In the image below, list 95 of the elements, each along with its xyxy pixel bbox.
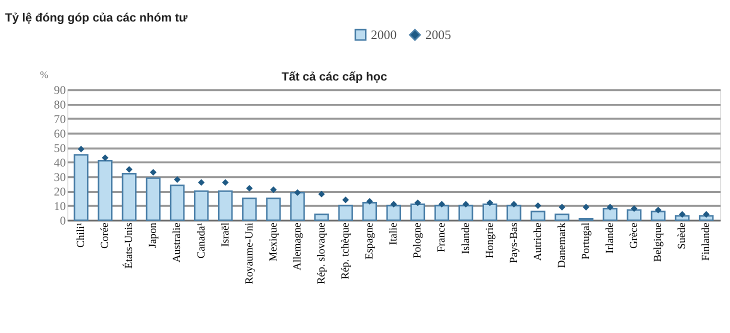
y-tick-label: 40 [54, 156, 66, 170]
x-tick-label: Italie [388, 222, 400, 245]
point [150, 168, 157, 176]
y-tick-label: 10 [54, 199, 66, 214]
point [678, 211, 686, 218]
x-tick-label: Mexique [267, 222, 280, 262]
x-tick-label: Pologne [412, 222, 424, 258]
x-tick-label: Grèce [628, 222, 640, 249]
x-tick-label: Chili¹ [75, 222, 88, 248]
x-tick-label: Finlande [700, 222, 712, 261]
x-tick-label: Irlande [604, 222, 616, 254]
x-tick-label: Autriche [532, 222, 544, 261]
x-tick-label: Japon [147, 222, 160, 248]
bar [386, 204, 402, 221]
y-tick-label: 30 [54, 170, 66, 184]
bar [314, 214, 329, 221]
x-tick-label: Allemagne [291, 222, 304, 270]
bar [650, 210, 666, 221]
point [318, 190, 325, 198]
point [510, 200, 518, 208]
legend-label: 2000 [370, 28, 397, 42]
x-tick-label: Suède [676, 222, 688, 250]
x-tick-label: Corée [99, 222, 112, 249]
chart-title: Tỷ lệ đóng góp của các nhóm tư [4, 10, 188, 24]
x-tick-label: Pays-Bas [508, 222, 520, 264]
bar [146, 177, 161, 221]
point [366, 198, 373, 205]
point [438, 200, 446, 208]
bar [698, 215, 714, 221]
bar [218, 190, 233, 221]
y-tick-label: 80 [54, 98, 66, 112]
point [654, 206, 662, 214]
bar [506, 204, 522, 221]
x-tick-label: Espagne [364, 222, 376, 260]
bar [290, 192, 305, 221]
bar [674, 215, 690, 221]
x-tick-label: Portugal [580, 222, 592, 260]
point [294, 189, 301, 196]
point [702, 211, 710, 218]
bar [602, 208, 618, 221]
legend-label: 2005 [425, 28, 452, 42]
bar [554, 214, 570, 221]
point [606, 204, 614, 210]
bar [266, 198, 281, 221]
bar [170, 184, 185, 221]
x-tick-label: Canada¹ [195, 222, 208, 259]
y-tick-label: 70 [54, 112, 66, 126]
point [630, 205, 638, 212]
point [582, 204, 590, 210]
point [270, 186, 277, 194]
x-tick-label: Australie [171, 222, 184, 263]
x-tick-label: Rép. tchèque [340, 222, 352, 280]
y-tick-label: 60 [54, 126, 66, 141]
point [198, 179, 205, 186]
bar [626, 209, 642, 221]
bar [458, 204, 474, 221]
x-tick-label: Belgique [652, 222, 664, 262]
point [126, 166, 132, 173]
x-tick-label: Rép. slovaque [316, 222, 328, 284]
bar [362, 202, 377, 221]
bar [434, 204, 450, 221]
y-tick-label: 20 [54, 184, 66, 199]
bar [74, 154, 88, 221]
y-tick-label: 50 [54, 141, 66, 156]
y-tick-label: 0 [60, 214, 66, 228]
x-tick-label: Israël [219, 222, 232, 247]
point [342, 196, 349, 204]
point [390, 200, 398, 208]
x-tick-label: États-Unis [122, 222, 136, 269]
point [246, 184, 253, 192]
point [102, 154, 108, 162]
bar [98, 160, 112, 221]
y-axis-title: % [40, 70, 48, 82]
y-tick-label: 90 [54, 83, 66, 98]
point [486, 199, 494, 206]
point [174, 176, 181, 183]
x-tick-label: Hongrie [484, 222, 496, 258]
point [222, 179, 229, 186]
bar [338, 204, 353, 221]
x-tick-label: France [436, 222, 448, 252]
x-tick-label: Royaume-Uni [243, 222, 256, 284]
point [558, 204, 566, 210]
bar [482, 203, 498, 221]
x-tick-label: Danemark [556, 222, 568, 268]
x-tick-label: Islande [460, 222, 472, 254]
chart-subtitle: Tất cả các cấp học [282, 70, 388, 84]
point [534, 202, 542, 209]
bar [242, 198, 257, 221]
point [462, 200, 470, 208]
bar [194, 190, 209, 221]
bar [410, 203, 426, 221]
point [78, 146, 84, 152]
bar [530, 210, 546, 221]
point [414, 199, 422, 206]
bar [122, 173, 137, 221]
